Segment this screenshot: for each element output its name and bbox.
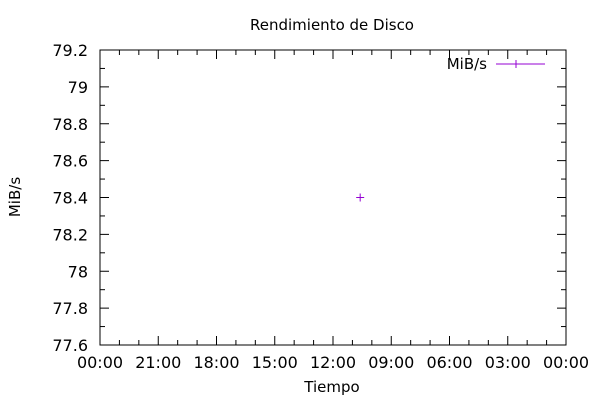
y-tick-label: 77.6 [52, 336, 88, 355]
y-tick-label: 78.6 [52, 152, 88, 171]
legend-marker [512, 60, 520, 68]
y-tick-label: 78.4 [52, 189, 88, 208]
x-tick-label: 00:00 [543, 353, 589, 372]
y-tick-label: 78.2 [52, 225, 88, 244]
x-tick-label: 06:00 [426, 353, 472, 372]
y-tick-label: 79.2 [52, 41, 88, 60]
x-tick-label: 03:00 [485, 353, 531, 372]
y-tick-labels: 77.6 77.8 78 78.2 78.4 78.6 78.8 79 79.2 [52, 41, 88, 355]
y-axis-label: MiB/s [6, 177, 24, 217]
x-tick-label: 12:00 [310, 353, 356, 372]
axis-ticks [99, 49, 567, 346]
x-tick-label: 09:00 [368, 353, 414, 372]
plot-frame [99, 49, 567, 346]
y-tick-label: 78.8 [52, 115, 88, 134]
data-points [356, 193, 365, 202]
chart-title: Rendimiento de Disco [250, 16, 414, 34]
y-tick-label: 78 [68, 262, 88, 281]
x-tick-label: 15:00 [252, 353, 298, 372]
legend-label: MiB/s [447, 55, 487, 73]
x-tick-label: 18:00 [193, 353, 239, 372]
x-axis-label: Tiempo [303, 378, 359, 396]
legend: MiB/s [447, 55, 545, 73]
x-tick-labels: 00:00 21:00 18:00 15:00 12:00 09:00 06:00 03:00… [77, 353, 589, 372]
data-point [356, 193, 365, 202]
y-tick-label: 77.8 [52, 299, 88, 318]
x-tick-label: 00:00 [77, 353, 123, 372]
y-tick-label: 79 [68, 78, 88, 97]
x-tick-label: 21:00 [135, 353, 181, 372]
